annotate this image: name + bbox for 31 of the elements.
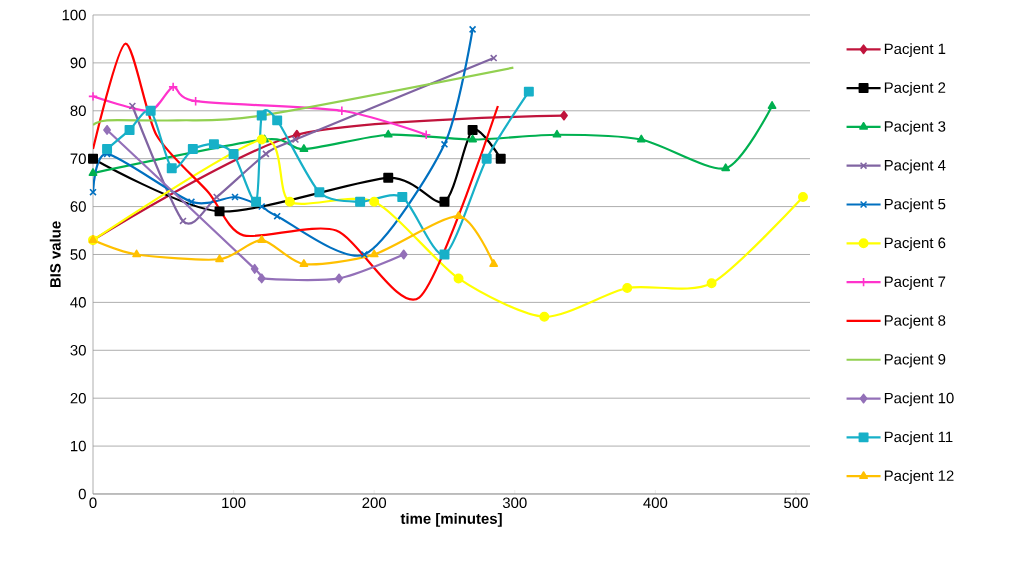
x-tick-label: 0 bbox=[89, 497, 97, 509]
legend-label: Pacjent 12 bbox=[884, 470, 954, 484]
legend-label: Pacjent 6 bbox=[884, 237, 946, 252]
x-tick-label: 300 bbox=[502, 497, 527, 509]
y-tick-label: 40 bbox=[70, 297, 86, 308]
legend-label: Pacjent 2 bbox=[884, 81, 946, 96]
y-tick-label: 0 bbox=[78, 488, 86, 500]
legend-label: Pacjent 7 bbox=[884, 275, 946, 290]
legend-label: Pacjent 3 bbox=[884, 120, 946, 135]
y-tick-label: 50 bbox=[70, 249, 86, 260]
x-tick-label: 400 bbox=[643, 497, 668, 509]
legend-label: Pacjent 9 bbox=[884, 353, 946, 368]
legend-label: Pacjent 4 bbox=[884, 159, 946, 174]
legend-label: Pacjent 10 bbox=[884, 392, 954, 407]
y-tick-label: 80 bbox=[70, 105, 86, 117]
x-axis-title: time [minutes] bbox=[400, 512, 502, 527]
y-tick-label: 100 bbox=[62, 9, 86, 21]
y-tick-label: 70 bbox=[70, 153, 86, 164]
y-tick-label: 60 bbox=[70, 201, 86, 212]
x-tick-label: 200 bbox=[362, 497, 387, 509]
x-tick-label: 500 bbox=[784, 497, 808, 509]
legend-label: Pacjent 11 bbox=[884, 431, 953, 446]
y-axis-title: BIS value bbox=[49, 221, 61, 288]
legend-label: Pacjent 8 bbox=[884, 314, 946, 329]
y-tick-label: 10 bbox=[71, 440, 86, 452]
y-tick-label: 20 bbox=[70, 392, 86, 404]
y-tick-label: 90 bbox=[70, 57, 86, 69]
y-tick-label: 30 bbox=[70, 344, 86, 356]
x-tick-label: 100 bbox=[222, 497, 246, 509]
legend-label: Pacjent 5 bbox=[884, 198, 946, 213]
legend-label: Pacjent 1 bbox=[884, 43, 946, 58]
